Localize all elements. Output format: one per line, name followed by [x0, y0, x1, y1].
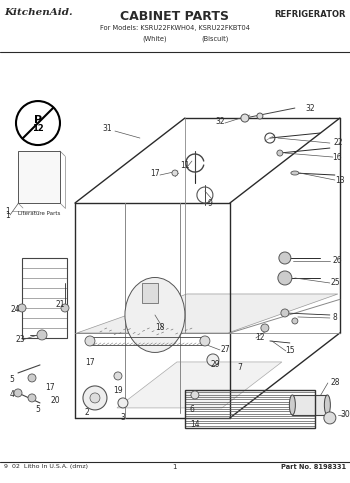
Circle shape — [292, 318, 298, 324]
Circle shape — [90, 393, 100, 403]
Text: (Biscuit): (Biscuit) — [201, 35, 229, 42]
Polygon shape — [292, 395, 327, 415]
Circle shape — [207, 354, 219, 366]
Circle shape — [200, 336, 210, 346]
Text: P: P — [34, 115, 42, 125]
Ellipse shape — [291, 171, 299, 175]
Text: 22: 22 — [333, 138, 343, 146]
Circle shape — [277, 150, 283, 156]
Text: 12: 12 — [255, 333, 265, 342]
Text: 13: 13 — [335, 175, 345, 185]
Circle shape — [18, 304, 26, 312]
Text: Part No. 8198331: Part No. 8198331 — [281, 464, 346, 470]
Text: 18: 18 — [155, 324, 165, 332]
Text: 2: 2 — [85, 409, 89, 417]
Circle shape — [324, 412, 336, 424]
Text: 17: 17 — [150, 169, 160, 178]
Text: 3: 3 — [120, 413, 125, 423]
Circle shape — [114, 372, 122, 380]
Text: 32: 32 — [305, 103, 315, 113]
Polygon shape — [18, 151, 60, 203]
Text: 30: 30 — [340, 411, 350, 419]
Text: 5: 5 — [36, 405, 40, 414]
Text: 20: 20 — [50, 397, 60, 405]
Text: 1: 1 — [6, 211, 10, 219]
Text: 25: 25 — [330, 279, 339, 287]
Text: CABINET PARTS: CABINET PARTS — [120, 10, 230, 23]
Ellipse shape — [289, 395, 295, 415]
Text: 15: 15 — [285, 346, 295, 355]
Text: 8: 8 — [332, 313, 337, 323]
Circle shape — [28, 394, 36, 402]
Text: 24: 24 — [10, 305, 20, 314]
Text: 1: 1 — [6, 207, 10, 215]
Circle shape — [257, 113, 263, 119]
Text: 27: 27 — [220, 345, 230, 355]
Text: 9  02  Litho In U.S.A. (dmz): 9 02 Litho In U.S.A. (dmz) — [4, 464, 88, 469]
Text: 19: 19 — [113, 386, 123, 396]
Circle shape — [261, 324, 269, 332]
Text: 9: 9 — [208, 199, 212, 208]
Circle shape — [278, 271, 292, 285]
Text: 1: 1 — [173, 464, 177, 470]
Circle shape — [118, 398, 128, 408]
Polygon shape — [142, 283, 158, 303]
Text: 26: 26 — [332, 256, 342, 266]
Text: 5: 5 — [9, 375, 14, 384]
Circle shape — [83, 386, 107, 410]
Circle shape — [85, 336, 95, 346]
Text: 14: 14 — [190, 420, 200, 429]
Circle shape — [37, 330, 47, 340]
Circle shape — [16, 101, 60, 145]
Polygon shape — [77, 294, 338, 333]
Text: REFRIGERATOR: REFRIGERATOR — [274, 10, 346, 19]
Text: 17: 17 — [85, 358, 95, 368]
Text: 32: 32 — [215, 116, 225, 126]
Text: 23: 23 — [15, 336, 25, 344]
Text: 28: 28 — [330, 379, 339, 387]
Text: 6: 6 — [189, 405, 194, 414]
Text: 17: 17 — [45, 384, 55, 392]
Text: 16: 16 — [332, 153, 342, 161]
Text: KitchenAid.: KitchenAid. — [4, 8, 72, 17]
Circle shape — [241, 114, 249, 122]
Ellipse shape — [324, 395, 330, 415]
Circle shape — [191, 391, 199, 399]
Text: (White): (White) — [142, 35, 167, 42]
Text: Literature Parts: Literature Parts — [18, 211, 60, 216]
Text: 21: 21 — [55, 300, 65, 310]
Circle shape — [281, 309, 289, 317]
Text: 31: 31 — [102, 124, 112, 132]
Text: 7: 7 — [237, 363, 242, 372]
Polygon shape — [117, 362, 282, 408]
Circle shape — [172, 170, 178, 176]
Circle shape — [279, 252, 291, 264]
Text: 12: 12 — [32, 124, 44, 132]
Circle shape — [61, 304, 69, 312]
Circle shape — [14, 389, 22, 397]
Text: 11: 11 — [180, 160, 190, 170]
Ellipse shape — [125, 278, 185, 353]
Text: For Models: KSRU22FKWH04, KSRU22FKBT04: For Models: KSRU22FKWH04, KSRU22FKBT04 — [100, 25, 250, 31]
Text: 29: 29 — [210, 360, 220, 369]
Text: 4: 4 — [9, 390, 14, 399]
Circle shape — [28, 374, 36, 382]
